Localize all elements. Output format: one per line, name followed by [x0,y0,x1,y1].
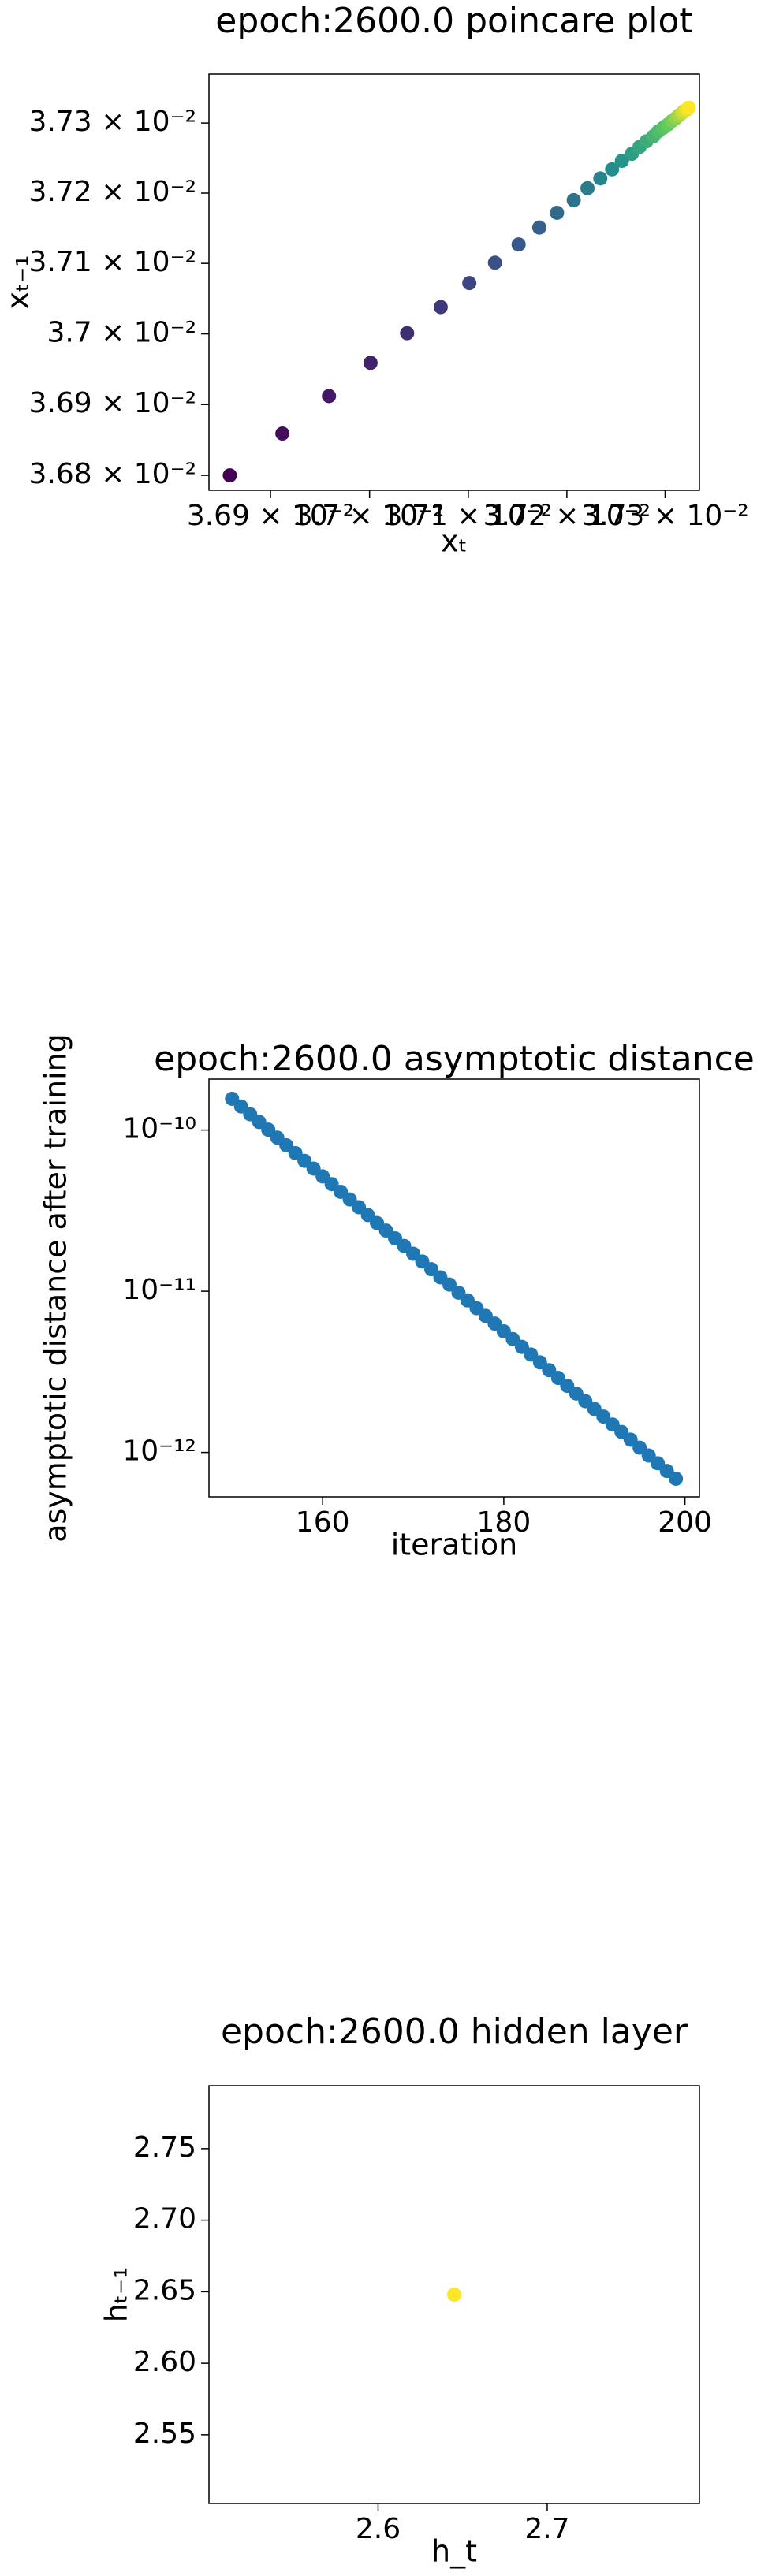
y-tick-label: 3.73 × 10⁻² [29,106,196,138]
point [593,171,608,186]
x-tick-label: 3.69 × 10⁻² [187,500,354,532]
y-tick-label: 2.65 [133,2274,196,2306]
point [433,300,448,315]
x-tick-label: 180 [477,1506,531,1539]
y-tick-label: 2.75 [133,2131,196,2164]
point [681,100,696,115]
point [442,1277,457,1292]
y-tick-label: 2.60 [133,2346,196,2378]
point [614,154,629,169]
y-tick-label: 10⁻¹⁰ [122,1113,196,1145]
point [423,1262,438,1277]
x-axis-label: iteration [391,1528,518,1562]
y-tick-label: 10⁻¹¹ [122,1274,196,1306]
axes-frame [208,73,700,491]
point [550,205,565,220]
y-tick-label: 3.68 × 10⁻² [29,458,196,490]
y-tick-label: 3.69 × 10⁻² [29,387,196,419]
y-axis-label: xₜ₋₁ [1,255,35,310]
point [531,220,546,235]
x-tick-label: 2.6 [356,2513,401,2545]
point [400,326,415,341]
point [487,255,502,270]
chart-title: epoch:2600.0 asymptotic distance [154,1039,755,1079]
x-tick-label: 3.72 × 10⁻² [483,500,651,532]
point [363,356,378,370]
x-tick-label: 3.73 × 10⁻² [581,500,748,532]
point [580,181,595,195]
y-tick-label: 3.72 × 10⁻² [29,176,196,208]
y-axis-label: hₜ₋₁ [99,2267,134,2323]
axes-frame [208,2085,700,2504]
x-axis-label: h_t [431,2534,477,2569]
point [462,276,477,291]
x-tick-label: 2.7 [524,2513,569,2545]
x-tick-label: 160 [296,1506,350,1539]
point [669,1471,684,1486]
point [322,389,337,404]
x-tick-label: 3.71 × 10⁻² [385,500,552,532]
chart-title: epoch:2600.0 hidden layer [221,2012,688,2052]
y-tick-label: 2.55 [133,2418,196,2450]
axes-frame [208,1078,700,1498]
chart-title: epoch:2600.0 poincare plot [215,1,692,41]
point [222,468,237,483]
y-tick-label: 2.70 [133,2203,196,2235]
point [275,426,290,441]
x-axis-label: xₜ [441,524,468,559]
x-tick-label: 3.7 × 10⁻² [295,500,445,532]
point [447,2288,461,2302]
point [566,192,581,207]
y-axis-label: asymptotic distance after training [39,1033,73,1543]
y-tick-label: 3.71 × 10⁻² [29,246,196,278]
point [511,237,526,252]
y-tick-label: 3.7 × 10⁻² [47,317,196,349]
y-tick-label: 10⁻¹² [122,1435,196,1468]
point [605,162,620,177]
point [623,1432,638,1447]
x-tick-label: 200 [658,1506,712,1539]
